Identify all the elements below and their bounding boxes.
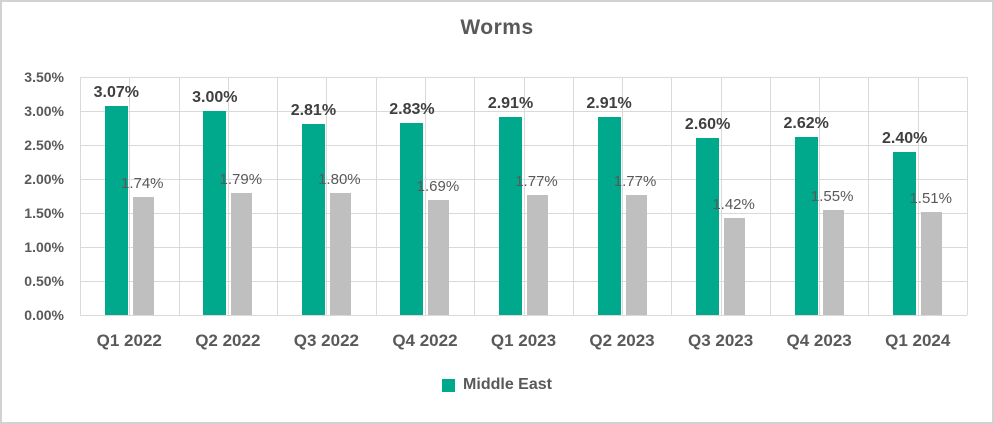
y-tick-label: 0.50% <box>24 273 64 289</box>
vertical-gridline <box>178 77 180 315</box>
x-axis-label: Q1 2022 <box>96 331 162 350</box>
data-label-series-2: 1.74% <box>120 174 164 192</box>
vertical-gridline <box>819 77 821 315</box>
vertical-gridline <box>622 77 624 315</box>
y-tick-label: 3.50% <box>24 69 64 85</box>
vertical-gridline <box>227 77 229 315</box>
bar-series-2-q1-2022 <box>132 196 154 315</box>
data-label-middle-east: 3.07% <box>93 84 139 102</box>
horizontal-gridline <box>80 213 967 214</box>
vertical-gridline <box>967 77 968 315</box>
x-axis-line <box>80 315 967 316</box>
vertical-gridline <box>572 77 574 315</box>
horizontal-gridline <box>80 179 967 180</box>
bar-series-2-q3-2023 <box>724 218 746 315</box>
data-label-middle-east: 2.60% <box>684 116 731 134</box>
x-axis-label: Q1 2023 <box>490 331 557 350</box>
bar-middle-east-q2-2022 <box>203 111 227 315</box>
bar-series-2-q4-2023 <box>822 209 844 315</box>
y-tick-label: 3.00% <box>24 103 64 119</box>
legend: Middle East <box>2 376 992 394</box>
bar-middle-east-q1-2024 <box>893 151 917 315</box>
vertical-gridline <box>375 77 377 315</box>
vertical-gridline <box>868 77 870 315</box>
bar-middle-east-q1-2022 <box>104 106 128 315</box>
bar-series-2-q1-2024 <box>921 212 943 315</box>
bar-middle-east-q1-2023 <box>499 117 522 315</box>
bar-series-2-q4-2022 <box>428 200 450 315</box>
y-tick-label: 0.00% <box>24 307 64 323</box>
horizontal-gridline <box>80 247 967 248</box>
vertical-gridline <box>80 77 81 315</box>
legend-label: Middle East <box>463 376 552 393</box>
x-axis-label: Q3 2023 <box>687 331 754 350</box>
x-axis-label: Q1 2024 <box>885 331 951 350</box>
data-label-middle-east: 3.00% <box>192 89 238 106</box>
bar-series-2-q2-2022 <box>231 193 253 315</box>
y-tick-label: 2.00% <box>24 171 64 187</box>
vertical-gridline <box>769 77 771 315</box>
horizontal-gridline <box>80 77 967 78</box>
bar-series-2-q3-2022 <box>329 192 351 315</box>
vertical-gridline <box>720 77 722 315</box>
vertical-gridline <box>474 77 476 315</box>
data-label-series-2: 1.77% <box>515 172 558 190</box>
legend-swatch <box>442 378 456 392</box>
legend-entry-middle-east: Middle East <box>442 376 552 394</box>
y-tick-label: 2.50% <box>24 137 64 153</box>
data-label-middle-east: 2.91% <box>487 95 534 113</box>
x-axis-label: Q2 2022 <box>195 331 261 350</box>
data-label-middle-east: 2.81% <box>290 101 337 119</box>
x-axis-label: Q4 2023 <box>786 331 852 350</box>
data-label-middle-east: 2.62% <box>783 114 829 132</box>
data-label-middle-east: 2.40% <box>882 129 928 147</box>
data-label-series-2: 1.80% <box>318 170 361 188</box>
x-axis-label: Q4 2022 <box>392 331 458 350</box>
vertical-gridline <box>326 77 328 315</box>
data-label-series-2: 1.77% <box>613 172 657 190</box>
horizontal-gridline <box>80 145 967 146</box>
data-label-middle-east: 2.91% <box>586 95 632 113</box>
data-label-middle-east: 2.83% <box>389 100 435 118</box>
vertical-gridline <box>424 77 426 315</box>
vertical-gridline <box>277 77 279 315</box>
horizontal-gridline <box>80 281 967 282</box>
data-label-series-2: 1.69% <box>416 178 460 196</box>
horizontal-gridline <box>80 111 967 112</box>
data-label-series-2: 1.55% <box>810 187 854 205</box>
bar-middle-east-q4-2023 <box>794 136 818 315</box>
data-label-series-2: 1.42% <box>712 196 755 214</box>
vertical-gridline <box>917 77 919 315</box>
vertical-gridline <box>129 77 131 315</box>
data-label-series-2: 1.51% <box>909 190 952 208</box>
x-axis-label: Q2 2023 <box>589 331 655 350</box>
y-tick-label: 1.50% <box>24 205 64 221</box>
bar-series-2-q2-2023 <box>625 194 647 315</box>
x-axis-label: Q3 2022 <box>293 331 359 350</box>
y-tick-label: 1.00% <box>24 239 64 255</box>
bar-middle-east-q3-2023 <box>696 138 720 315</box>
bar-middle-east-q3-2022 <box>301 123 325 315</box>
data-label-series-2: 1.79% <box>219 171 263 189</box>
vertical-gridline <box>671 77 673 315</box>
bar-middle-east-q4-2022 <box>400 122 424 315</box>
vertical-gridline <box>523 77 525 315</box>
plot-area: 3.07% 3.00% 2.81% 2.83% 2.91% 2.91% 2.60% 2.62%… <box>80 77 968 316</box>
bar-series-2-q1-2023 <box>527 194 548 315</box>
y-axis: 3.50% 3.00% 2.50% 2.00% 1.50% 1.00% 0.50% 0.00% <box>2 69 64 323</box>
bar-middle-east-q2-2023 <box>597 117 621 315</box>
chart-title: Worms <box>460 16 534 39</box>
x-axis: Q1 2022 Q2 2022 Q3 2022 Q4 2022 Q1 2023 Q2 20… <box>80 330 967 352</box>
